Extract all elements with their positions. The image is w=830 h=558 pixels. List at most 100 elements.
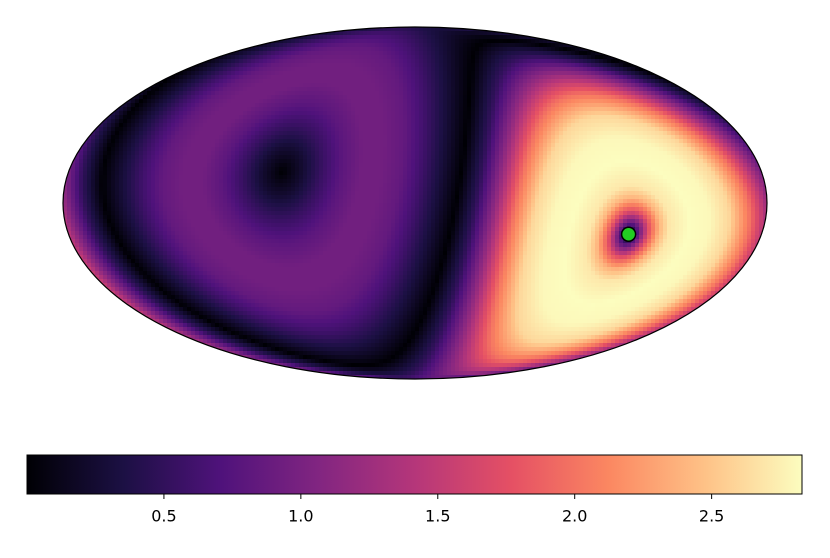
map-cell xyxy=(431,63,436,68)
map-cell xyxy=(179,83,184,88)
map-cell xyxy=(507,167,512,172)
map-cell xyxy=(267,75,272,80)
map-cell xyxy=(427,159,432,164)
map-cell xyxy=(339,75,344,80)
map-cell xyxy=(551,47,556,52)
map-cell xyxy=(367,103,372,108)
map-cell xyxy=(631,83,636,88)
map-cell xyxy=(131,163,136,168)
map-cell xyxy=(123,127,128,132)
map-cell xyxy=(171,159,176,164)
map-cell xyxy=(499,119,504,124)
map-cell xyxy=(331,79,336,84)
map-cell xyxy=(535,135,540,140)
map-cell xyxy=(567,55,572,60)
map-cell xyxy=(379,119,384,124)
map-cell xyxy=(271,91,276,96)
map-cell xyxy=(299,59,304,64)
map-cell xyxy=(475,91,480,96)
map-cell xyxy=(123,155,128,160)
map-cell xyxy=(299,83,304,88)
map-cell xyxy=(119,115,124,120)
map-cell xyxy=(503,95,508,100)
map-cell xyxy=(571,163,576,168)
map-cell xyxy=(631,111,636,116)
map-cell xyxy=(543,43,548,48)
map-cell xyxy=(131,143,136,148)
map-cell xyxy=(571,127,576,132)
map-cell xyxy=(223,75,228,80)
map-cell xyxy=(363,87,368,92)
map-cell xyxy=(347,59,352,64)
map-cell xyxy=(711,139,716,144)
map-cell xyxy=(279,75,284,80)
map-cell xyxy=(303,115,308,120)
map-cell xyxy=(643,147,648,152)
map-cell xyxy=(255,127,260,132)
map-cell xyxy=(275,55,280,60)
map-cell xyxy=(323,159,328,164)
map-cell xyxy=(491,147,496,152)
map-cell xyxy=(235,127,240,132)
map-cell xyxy=(507,143,512,148)
map-cell xyxy=(211,167,216,172)
map-cell xyxy=(511,35,516,40)
map-cell xyxy=(595,55,600,60)
map-cell xyxy=(723,147,728,152)
map-cell xyxy=(635,67,640,72)
map-cell xyxy=(639,99,644,104)
map-cell xyxy=(343,75,348,80)
map-cell xyxy=(479,131,484,136)
map-cell xyxy=(487,59,492,64)
map-cell xyxy=(571,83,576,88)
map-cell xyxy=(679,107,684,112)
map-cell xyxy=(87,167,92,172)
map-cell xyxy=(207,63,212,68)
map-cell xyxy=(167,147,172,152)
map-cell xyxy=(459,59,464,64)
map-cell xyxy=(519,123,524,128)
map-cell xyxy=(323,119,328,124)
map-cell xyxy=(755,171,760,176)
map-cell xyxy=(135,143,140,148)
map-cell xyxy=(643,119,648,124)
map-cell xyxy=(351,31,356,36)
map-cell xyxy=(611,75,616,80)
map-cell xyxy=(327,131,332,136)
map-cell xyxy=(371,139,376,144)
map-cell xyxy=(311,147,316,152)
map-cell xyxy=(607,95,612,100)
map-cell xyxy=(215,127,220,132)
map-cell xyxy=(307,127,312,132)
map-cell xyxy=(255,55,260,60)
map-cell xyxy=(535,99,540,104)
map-cell xyxy=(471,131,476,136)
map-cell xyxy=(359,135,364,140)
map-cell xyxy=(659,159,664,164)
map-cell xyxy=(579,127,584,132)
map-cell xyxy=(143,155,148,160)
map-cell xyxy=(539,67,544,72)
map-cell xyxy=(403,111,408,116)
map-cell xyxy=(547,163,552,168)
map-cell xyxy=(611,59,616,64)
map-cell xyxy=(479,135,484,140)
map-cell xyxy=(295,47,300,52)
map-cell xyxy=(251,135,256,140)
map-cell xyxy=(651,91,656,96)
map-cell xyxy=(559,159,564,164)
map-cell xyxy=(139,167,144,172)
map-cell xyxy=(439,83,444,88)
map-cell xyxy=(491,131,496,136)
map-cell xyxy=(531,159,536,164)
map-cell xyxy=(495,147,500,152)
map-cell xyxy=(311,99,316,104)
map-cell xyxy=(523,99,528,104)
map-cell xyxy=(351,79,356,84)
map-cell xyxy=(667,127,672,132)
map-cell xyxy=(227,87,232,92)
map-cell xyxy=(535,119,540,124)
map-cell xyxy=(575,103,580,108)
map-cell xyxy=(723,119,728,124)
map-cell xyxy=(547,135,552,140)
